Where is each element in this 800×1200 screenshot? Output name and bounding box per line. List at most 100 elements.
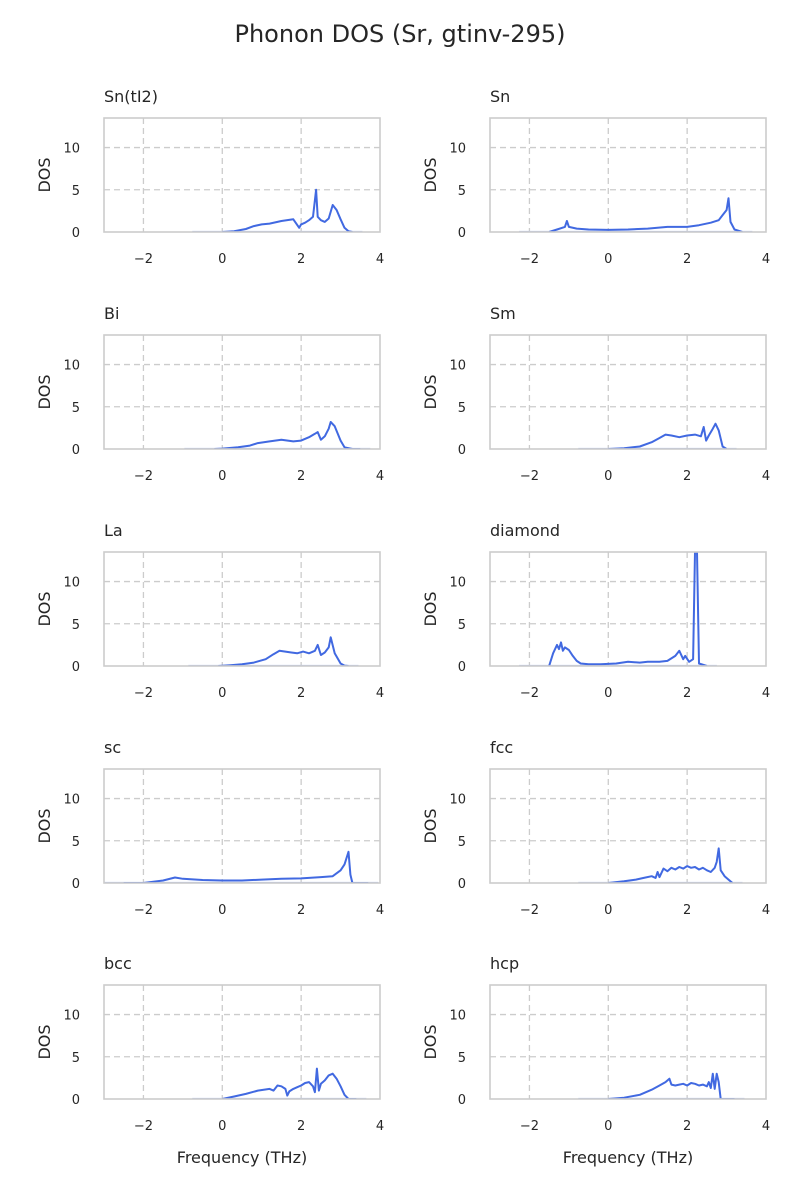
subplot-title: Sn — [490, 87, 510, 106]
x-tick-label: −2 — [134, 903, 153, 918]
y-tick-label: 0 — [72, 877, 80, 892]
x-tick-label: 0 — [604, 1119, 612, 1134]
subplot-9: hcp −2 0 2 4 0 5 10 DOS Frequency (THz) — [421, 954, 770, 1167]
x-tick-label: 4 — [376, 903, 384, 918]
subplot-title: Sn(tI2) — [104, 87, 158, 106]
y-tick-label: 5 — [458, 618, 466, 633]
y-tick-label: 0 — [72, 226, 80, 241]
x-tick-label: −2 — [520, 469, 539, 484]
y-tick-label: 0 — [458, 660, 466, 675]
y-tick-label: 0 — [72, 443, 80, 458]
dos-line — [608, 1072, 735, 1099]
axes-frame — [489, 984, 767, 1100]
x-tick-label: 0 — [218, 252, 226, 267]
axes-frame — [103, 117, 381, 233]
subplot-title: diamond — [490, 521, 560, 540]
dos-line — [548, 197, 743, 232]
dos-line — [214, 421, 361, 449]
subplot-title: La — [104, 521, 123, 540]
subplot-title: fcc — [490, 738, 513, 757]
y-axis-label: DOS — [35, 374, 54, 409]
y-axis-label: DOS — [35, 808, 54, 843]
x-tick-label: 0 — [604, 903, 612, 918]
y-tick-label: 0 — [72, 1093, 80, 1108]
dos-line — [548, 552, 708, 666]
axes-frame — [103, 551, 381, 667]
y-axis-label: DOS — [421, 808, 440, 843]
y-tick-label: 0 — [458, 443, 466, 458]
y-axis-label: DOS — [35, 157, 54, 192]
x-tick-label: 4 — [762, 686, 770, 701]
y-axis-label: DOS — [421, 591, 440, 626]
x-tick-label: −2 — [520, 686, 539, 701]
subplot-0: Sn(tI2) −2 0 2 4 0 5 10 DOS — [35, 87, 384, 267]
x-tick-label: 4 — [376, 686, 384, 701]
x-tick-label: −2 — [520, 1119, 539, 1134]
x-tick-label: −2 — [134, 686, 153, 701]
x-tick-label: 4 — [762, 469, 770, 484]
subplot-5: diamond −2 0 2 4 0 5 10 DOS — [421, 521, 770, 701]
subplot-1: Sn −2 0 2 4 0 5 10 DOS — [421, 87, 770, 267]
x-tick-label: −2 — [520, 903, 539, 918]
y-tick-label: 0 — [72, 660, 80, 675]
subplot-title: Bi — [104, 304, 119, 323]
y-axis-label: DOS — [421, 1024, 440, 1059]
axes-frame — [489, 117, 767, 233]
y-tick-label: 10 — [63, 793, 80, 808]
y-tick-label: 10 — [63, 142, 80, 157]
x-tick-label: 2 — [297, 252, 305, 267]
dos-line — [608, 847, 734, 883]
x-tick-label: −2 — [134, 469, 153, 484]
y-tick-label: 10 — [63, 359, 80, 374]
x-tick-label: 4 — [376, 1119, 384, 1134]
x-tick-label: 4 — [376, 252, 384, 267]
y-axis-label: DOS — [421, 157, 440, 192]
y-tick-label: 5 — [458, 1051, 466, 1066]
y-tick-label: 5 — [72, 401, 80, 416]
dos-line — [123, 850, 369, 883]
subplot-6: sc −2 0 2 4 0 5 10 DOS — [35, 738, 384, 918]
x-tick-label: 0 — [218, 903, 226, 918]
subplot-2: Bi −2 0 2 4 0 5 10 DOS — [35, 304, 384, 484]
axes-frame — [489, 768, 767, 884]
x-tick-label: 2 — [297, 469, 305, 484]
x-tick-label: 2 — [683, 1119, 691, 1134]
y-tick-label: 0 — [458, 1093, 466, 1108]
subplot-title: hcp — [490, 954, 519, 973]
y-tick-label: 10 — [449, 359, 466, 374]
dos-line — [222, 1067, 357, 1099]
y-tick-label: 10 — [449, 1009, 466, 1024]
y-tick-label: 10 — [449, 142, 466, 157]
subplot-title: Sm — [490, 304, 516, 323]
axes-frame — [489, 334, 767, 450]
axes-frame — [103, 768, 381, 884]
subplot-title: bcc — [104, 954, 132, 973]
x-tick-label: −2 — [520, 252, 539, 267]
y-axis-label: DOS — [35, 591, 54, 626]
x-tick-label: 2 — [683, 469, 691, 484]
x-tick-label: 0 — [218, 686, 226, 701]
y-tick-label: 10 — [449, 793, 466, 808]
subplot-8: bcc −2 0 2 4 0 5 10 DOS Frequency (THz) — [35, 954, 384, 1167]
y-tick-label: 5 — [458, 184, 466, 199]
y-tick-label: 10 — [63, 1009, 80, 1024]
x-tick-label: 4 — [762, 1119, 770, 1134]
y-tick-label: 10 — [449, 576, 466, 591]
x-tick-label: 2 — [683, 252, 691, 267]
dos-line — [608, 422, 728, 449]
y-tick-label: 5 — [72, 835, 80, 850]
y-tick-label: 5 — [72, 618, 80, 633]
y-tick-label: 5 — [458, 401, 466, 416]
axes-frame — [489, 551, 767, 667]
x-tick-label: 4 — [762, 252, 770, 267]
subplot-7: fcc −2 0 2 4 0 5 10 DOS — [421, 738, 770, 918]
y-tick-label: 0 — [458, 226, 466, 241]
subplot-title: sc — [104, 738, 121, 757]
x-tick-label: 0 — [604, 252, 612, 267]
x-tick-label: 4 — [376, 469, 384, 484]
y-axis-label: DOS — [35, 1024, 54, 1059]
axes-frame — [103, 984, 381, 1100]
x-tick-label: 0 — [218, 1119, 226, 1134]
